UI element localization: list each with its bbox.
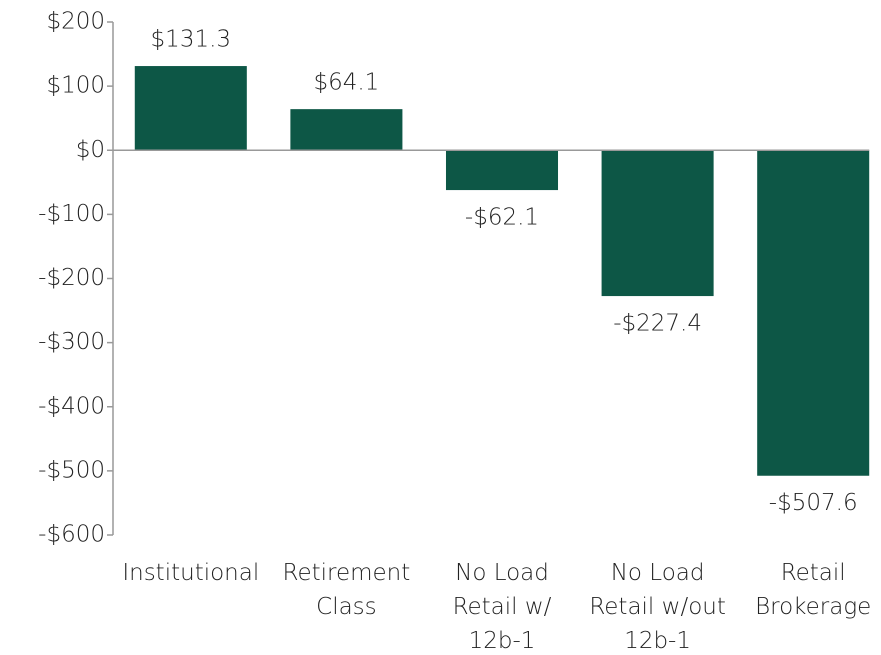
x-tick-label: No Load Retail w/12b-1 xyxy=(453,560,552,654)
y-tick-label: -$500 xyxy=(38,457,105,483)
value-label: -$227.4 xyxy=(613,311,702,337)
x-tick-line: Brokerage xyxy=(755,594,871,620)
y-tick-label: -$300 xyxy=(38,329,105,355)
x-tick-label: Retail Brokerage xyxy=(755,560,871,620)
y-tick-label: -$100 xyxy=(38,201,105,227)
bar xyxy=(134,66,247,151)
bar xyxy=(757,150,870,476)
x-tick-line: 12b-1 xyxy=(469,628,536,654)
x-tick-line: No Load xyxy=(611,560,705,586)
x-tick-label: Institutional xyxy=(122,560,259,586)
bar xyxy=(290,109,403,151)
value-label: $131.3 xyxy=(151,27,231,53)
value-label: -$507.6 xyxy=(769,490,858,516)
value-label: $64.1 xyxy=(313,70,379,96)
y-tick-label: -$400 xyxy=(38,393,105,419)
y-tick-label: -$600 xyxy=(38,522,105,548)
y-tick-label: $200 xyxy=(46,9,105,35)
x-tick-line: No Load xyxy=(455,560,549,586)
bar xyxy=(601,150,714,297)
x-tick-line: Retirement xyxy=(283,560,411,586)
y-tick-label: $100 xyxy=(46,73,105,99)
value-label: -$62.1 xyxy=(465,205,539,231)
x-tick-label: No Load Retail w/out 12b-1 xyxy=(589,560,726,654)
y-tick-label: -$200 xyxy=(38,265,105,291)
x-tick-line: Retail w/ xyxy=(453,594,552,620)
y-tick-label: $0 xyxy=(76,137,105,163)
x-tick-line: Retail w/out xyxy=(589,594,726,620)
bar xyxy=(445,150,559,191)
x-tick-line: Class xyxy=(316,594,377,620)
x-tick-line: Institutional xyxy=(122,560,259,586)
x-tick-label: Retirement Class xyxy=(283,560,411,620)
x-tick-line: 12b-1 xyxy=(624,628,691,654)
x-tick-line: Retail xyxy=(781,560,846,586)
